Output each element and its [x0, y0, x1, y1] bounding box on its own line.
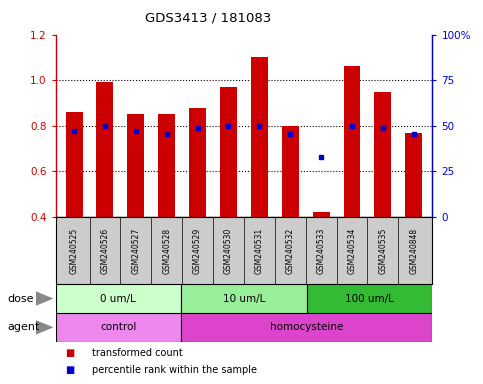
Text: GSM240535: GSM240535	[378, 227, 387, 274]
Bar	[374, 91, 391, 217]
Bar	[307, 284, 432, 313]
Text: control: control	[100, 322, 137, 333]
Text: homocysteine: homocysteine	[270, 322, 343, 333]
Text: GSM240525: GSM240525	[70, 227, 79, 274]
Text: 10 um/L: 10 um/L	[223, 293, 265, 304]
Bar	[189, 108, 206, 217]
Text: agent: agent	[7, 322, 40, 333]
Text: ■: ■	[65, 348, 74, 358]
Text: GSM240530: GSM240530	[224, 227, 233, 274]
Bar	[282, 126, 298, 217]
Bar	[97, 83, 114, 217]
Polygon shape	[36, 291, 53, 306]
Bar	[343, 66, 360, 217]
Bar	[181, 284, 307, 313]
Bar	[66, 112, 83, 217]
Text: dose: dose	[7, 293, 34, 304]
Text: GDS3413 / 181083: GDS3413 / 181083	[144, 12, 271, 25]
Text: 100 um/L: 100 um/L	[345, 293, 394, 304]
Text: GSM240848: GSM240848	[409, 227, 418, 274]
Text: 0 um/L: 0 um/L	[100, 293, 136, 304]
Bar	[405, 132, 422, 217]
Text: ■: ■	[65, 365, 74, 375]
Text: GSM240532: GSM240532	[286, 227, 295, 274]
Text: GSM240533: GSM240533	[317, 227, 326, 274]
Bar	[313, 212, 329, 217]
Bar	[56, 284, 181, 313]
Bar	[220, 87, 237, 217]
Text: GSM240528: GSM240528	[162, 227, 171, 274]
Text: GSM240531: GSM240531	[255, 227, 264, 274]
Text: percentile rank within the sample: percentile rank within the sample	[92, 365, 257, 375]
Text: GSM240527: GSM240527	[131, 227, 141, 274]
Polygon shape	[36, 320, 53, 334]
Bar	[128, 114, 144, 217]
Text: GSM240526: GSM240526	[100, 227, 110, 274]
Bar	[158, 114, 175, 217]
Text: GSM240529: GSM240529	[193, 227, 202, 274]
Text: transformed count: transformed count	[92, 348, 183, 358]
Text: GSM240534: GSM240534	[347, 227, 356, 274]
Bar	[181, 313, 432, 342]
Bar	[251, 57, 268, 217]
Bar	[56, 313, 181, 342]
